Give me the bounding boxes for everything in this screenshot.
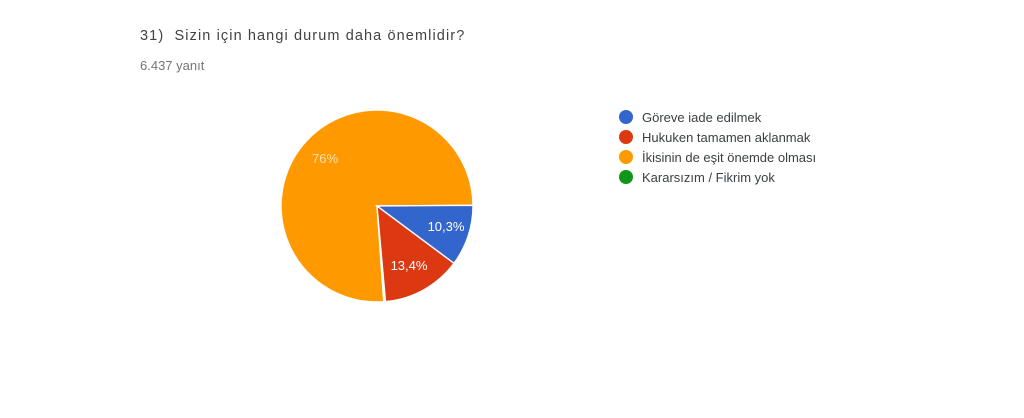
- svg-text:10,3%: 10,3%: [428, 219, 465, 234]
- svg-text:76%: 76%: [312, 151, 338, 166]
- svg-text:13,4%: 13,4%: [391, 258, 428, 273]
